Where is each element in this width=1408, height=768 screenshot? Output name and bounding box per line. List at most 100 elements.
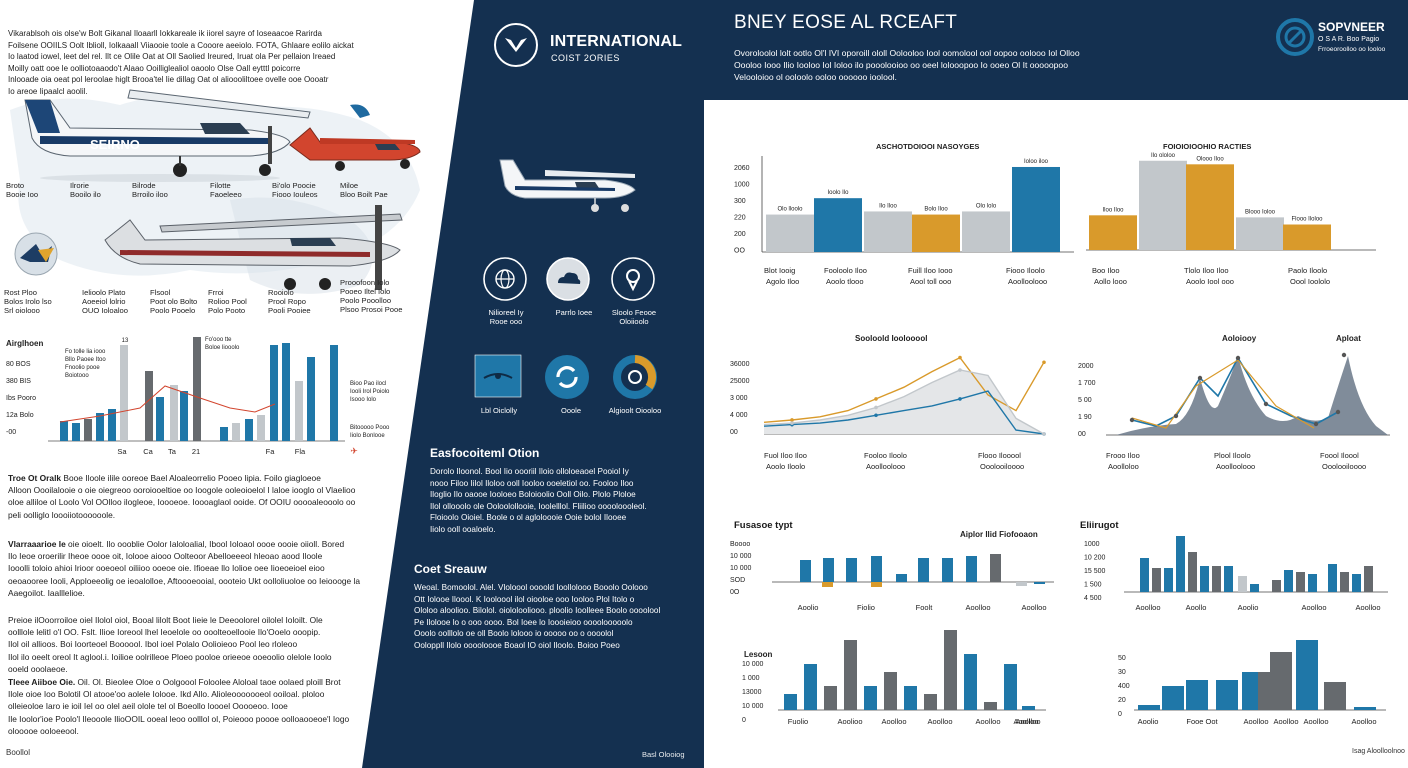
column-chart-3-bar — [784, 694, 797, 710]
feature-icons-row-1: Nilioreel Iy Rooe ooo Parrlo Ioee Sloolo Fe… — [470, 252, 670, 332]
column-chart-2: 1000 10 200 15 500 1 500 4 500 Aoolloo Aoollo A… — [1084, 536, 1388, 612]
bar-chart-1-bar — [962, 211, 1010, 252]
mixed-chart-line — [59, 385, 276, 423]
left-mixed-bar-line-chart: Airglhoen 80 BOS 380 BIS Ibs Pooro 12a Bolo -… — [6, 337, 390, 456]
column-chart-1-bar — [871, 582, 882, 587]
small-plane-icon: ✈ — [350, 446, 358, 456]
column-chart-3-bar — [864, 686, 877, 710]
left-intro-text: Vikarablsoh ois olse'w Bolt Gikanal Iloa… — [8, 28, 428, 97]
column-chart-1-ytick: SOD — [730, 577, 745, 584]
column-chart-2-title: Eliirugot — [1080, 520, 1119, 531]
column-chart-2-bar — [1238, 576, 1247, 592]
feature-icon-label-line: Oloiioolo — [619, 317, 649, 326]
column-chart-2-xlabel: Aoollo — [1186, 603, 1207, 612]
mixed-chart-bar — [270, 345, 278, 441]
bar-chart-2-value-label: Ilo ololoo — [1151, 153, 1176, 159]
caption-line: Polo Pooto — [208, 306, 246, 315]
sponsor-logo-subtitle-2: Frroeoroolloo oo Iooloo — [1318, 46, 1386, 53]
caption-line: Miloe — [340, 181, 359, 190]
mixed-chart-bar — [245, 419, 253, 441]
mixed-chart-xlabel: Sa — [117, 447, 127, 456]
column-chart-2-ytick: 10 200 — [1084, 555, 1106, 562]
column-chart-4-xlabel: Aoolloo — [1243, 717, 1268, 726]
column-chart-4-bar — [1216, 680, 1238, 710]
mixed-chart-xlabel: Ca — [143, 447, 153, 456]
column-chart-2-bar — [1284, 570, 1293, 592]
bar-chart-1-ytick: 220 — [734, 215, 746, 222]
line-chart-1-ytick: 25000 — [730, 378, 750, 385]
caption-line: Bolos Irolo lso — [4, 297, 52, 306]
bar-chart-2-xlabel: Paolo Iloolo — [1288, 266, 1327, 275]
column-chart-3-xlabel: Aoolloo — [975, 717, 1000, 726]
column-chart-1-bar — [823, 558, 834, 582]
bar-chart-1-title: ASCHOTDOIOOI NASOYGES — [876, 142, 980, 151]
column-chart-2-bar — [1308, 574, 1317, 592]
column-chart-1-bar — [942, 558, 953, 582]
column-chart-2-bar — [1224, 566, 1233, 592]
aircraft-caption: Bi'olo Poocie Fiooo Iouleos — [272, 181, 346, 199]
caption-line: Booilo ilo — [70, 190, 101, 199]
column-chart-4-bar — [1354, 707, 1376, 710]
line-chart-2-xlabel: Aoolloloo — [1108, 462, 1139, 471]
line-chart-2-ytick: 1 90 — [1078, 414, 1092, 421]
bar-chart-1-bar — [912, 214, 960, 252]
line-chart-1-xlabel: Fooloo Iloolo — [864, 451, 907, 460]
aircraft-caption: Frroi Rolioo Pool Polo Pooto — [208, 288, 284, 315]
intro-line: Vikarablsoh ois olse'w Bolt Gikanal Iloa… — [8, 29, 322, 38]
paragraph-body: Oil. Ol. Bieolee Oloe o Oolgoool Foloole… — [8, 677, 350, 736]
line-chart-2-series — [1131, 359, 1315, 429]
caption-line: Faoeleeo — [210, 190, 242, 199]
right-intro-text: Ovoroloolol lolt ootlo Ol'l IVI oporoill… — [734, 48, 1080, 83]
column-chart-4-xlabel: Aoolloo — [1351, 717, 1376, 726]
column-chart-2-ytick: 1 500 — [1084, 582, 1102, 589]
column-chart-2-bar — [1188, 552, 1197, 592]
column-chart-2-bar — [1200, 566, 1209, 592]
column-chart-2-bar — [1364, 566, 1373, 592]
bar-chart-1-xlabel: Blot Iooig — [764, 266, 795, 275]
bar-chart-1-ytick: 1000 — [734, 182, 750, 189]
mixed-chart-xlabel: Ta — [168, 447, 177, 456]
line-chart-1-xlabel: Aoolloolooo — [866, 462, 905, 471]
line-chart-2-point — [1313, 421, 1319, 427]
caption-line: Bi'olo Poocie — [272, 181, 316, 190]
column-chart-2-bar — [1250, 584, 1259, 592]
line-chart-1-xlabel: Fuol Iloo Iloo — [764, 451, 807, 460]
mixed-chart-xlabel: 21 — [192, 447, 200, 456]
column-chart-4-ytick: 400 — [1118, 683, 1130, 690]
line-chart-2-xlabel: Foool Iloool — [1320, 451, 1359, 460]
bar-chart-2-value-label: Flooo Iloloo — [1291, 217, 1323, 223]
mixed-chart-legend-item: Isooo Iolo — [350, 397, 377, 403]
column-chart-4: 50 30 400 20 0 Aoolio Fooe Oot Aoolloo Aoolloo Ao… — [1118, 640, 1386, 726]
column-chart-4-ytick: 50 — [1118, 655, 1126, 662]
feature-icon-label: Algioolt Oiooloo — [608, 406, 662, 415]
mixed-chart-ylabel: Airglhoen — [6, 339, 43, 348]
column-chart-3-xlabel: Aoolloo — [1015, 717, 1040, 726]
white-aircraft-illustration — [499, 159, 636, 212]
caption-line: Frroi — [208, 288, 224, 297]
column-chart-2-xlabel: Aoolloo — [1135, 603, 1160, 612]
dark-footer-text: Basl Olooiog — [642, 750, 685, 759]
line-chart-2-point — [1173, 413, 1179, 419]
column-chart-3-ytick: 1 000 — [742, 675, 760, 682]
line-chart-2: 2000 1 700 5 00 1 90 00 Frooo Iloo Aoolloloo Pl… — [1078, 352, 1390, 471]
mixed-chart-xlabel: Fla — [295, 447, 306, 456]
line-chart-1-series — [763, 356, 1045, 423]
bar-chart-1-bar — [814, 198, 862, 252]
line-chart-2-series — [1131, 356, 1339, 427]
line-chart-1-point — [958, 355, 962, 360]
airline-logo-icon — [14, 232, 58, 276]
column-chart-3-xlabel: Aoolloo — [881, 717, 906, 726]
caption-line: OUO Ioloaloo — [82, 306, 129, 315]
line-chart-2-xlabel: Aoolloolooo — [1216, 462, 1255, 471]
column-chart-1: Boooo 10 000 10 000 SOD 0O Aoolio Fiolio Foolt A… — [730, 541, 1054, 612]
column-chart-2-bar — [1152, 568, 1161, 592]
mixed-chart-bar — [60, 421, 68, 441]
feature-icons-row-2: Lbl Oiclolly Ooole Algioolt Oiooloo — [466, 350, 676, 420]
bar-chart-2-xlabel: Tlolo Iloo Iloo — [1184, 266, 1229, 275]
aircraft-caption-row-2: Rost Ploo Bolos Irolo lso Srl oiolooo Ielio… — [0, 278, 420, 318]
column-chart-1-bar — [1016, 582, 1027, 586]
location-pin-icon — [611, 257, 655, 301]
line-chart-2-area — [1116, 356, 1388, 435]
section-2-text: Weoal. Bomoolol. Alel. Vloloool oooold I… — [414, 583, 661, 650]
line-chart-1-point — [1042, 432, 1046, 436]
